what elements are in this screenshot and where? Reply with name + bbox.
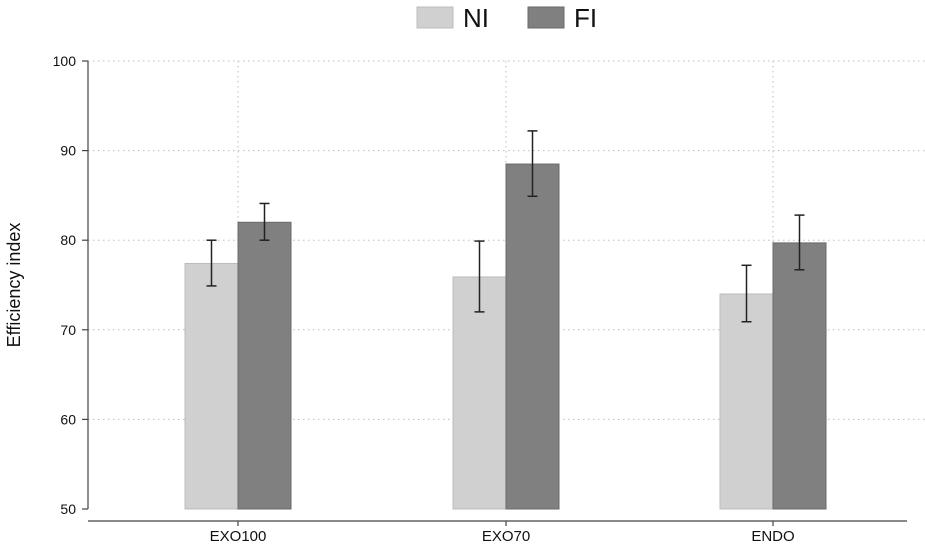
bar [184, 262, 239, 510]
error-bars [206, 130, 805, 323]
y-tick-label: 50 [60, 501, 76, 517]
y-tick-label: 90 [60, 143, 76, 159]
y-tick-label: 70 [60, 322, 76, 338]
legend-label: NI [463, 3, 489, 33]
x-category-label: EXO70 [482, 528, 530, 545]
x-category-label: ENDO [751, 528, 794, 545]
x-category-labels: EXO100 EXO70 ENDO [210, 521, 795, 545]
bar [719, 293, 774, 510]
axes [87, 61, 907, 522]
legend-label: FI [574, 3, 597, 33]
y-tick-label: 80 [60, 232, 76, 248]
bar [772, 242, 827, 510]
bar [237, 221, 292, 510]
legend: NI FI [416, 3, 597, 33]
bars [184, 163, 827, 510]
legend-swatch [527, 6, 565, 29]
legend-swatch [416, 6, 454, 29]
bar [452, 276, 507, 510]
bar [505, 163, 560, 510]
y-ticks: 50 60 70 80 90 100 [53, 53, 88, 517]
x-category-label: EXO100 [210, 528, 267, 545]
y-axis-title: Efficiency index [4, 223, 24, 348]
y-tick-label: 60 [60, 411, 76, 427]
y-tick-label: 100 [53, 53, 77, 69]
